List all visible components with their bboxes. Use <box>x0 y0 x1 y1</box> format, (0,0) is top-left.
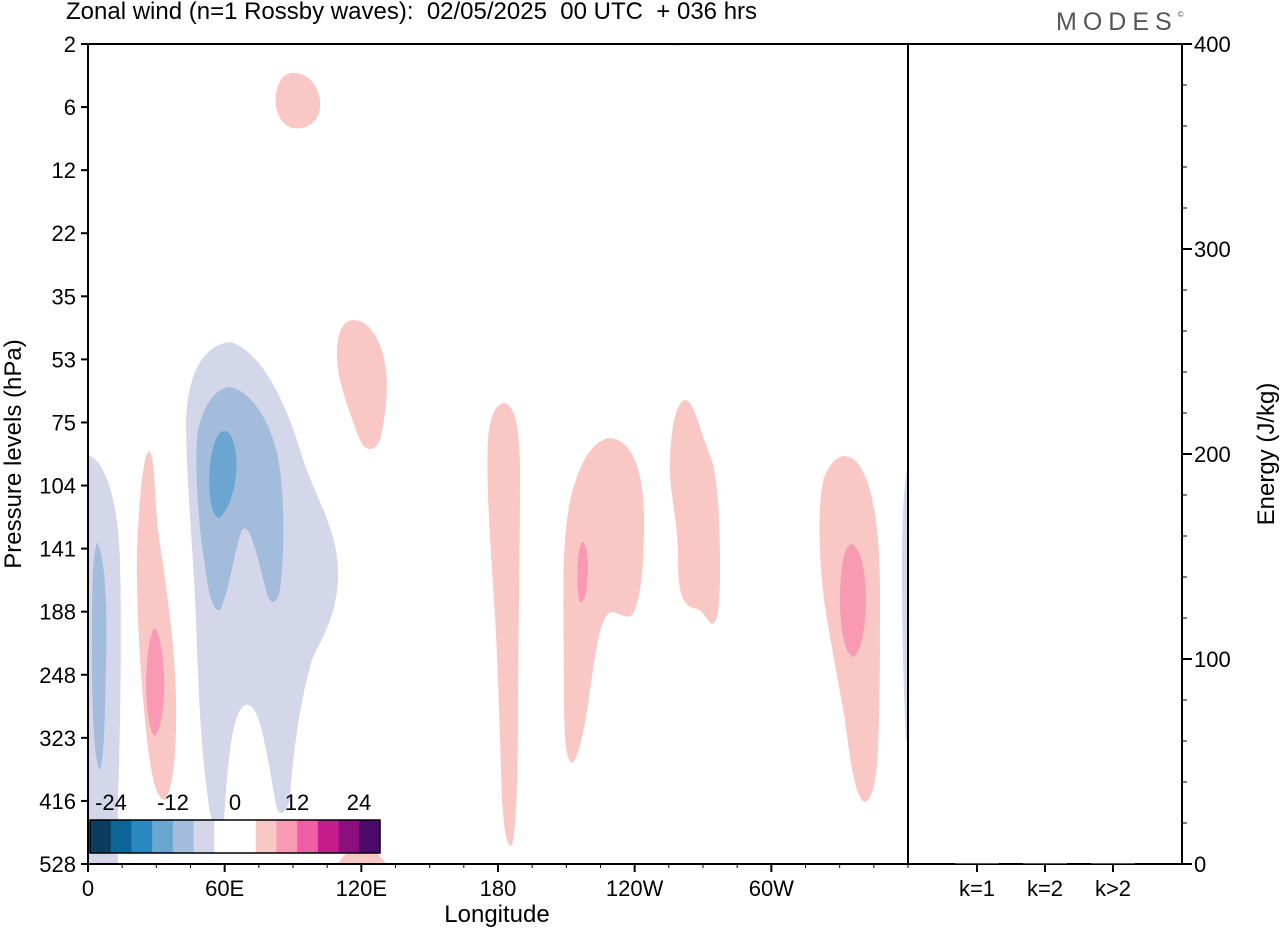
colorbar: -24 -12 0 12 24 <box>89 790 381 854</box>
colorbar-label: -12 <box>157 790 189 815</box>
colorbar-swatch <box>235 820 257 853</box>
colorbar-swatch <box>214 820 236 853</box>
colorbar-swatch <box>297 820 319 853</box>
colorbar-swatch <box>131 820 153 853</box>
contour-pos-mid-150w <box>577 541 588 603</box>
contour-pos-light-6hpa <box>275 72 321 129</box>
y-tick-label: 2 <box>64 32 76 57</box>
y-axis-title: Pressure levels (hPa) <box>0 339 27 568</box>
colorbar-swatch <box>338 820 360 853</box>
contour-pos-light-180 <box>487 403 520 846</box>
colorbar-label: 24 <box>347 790 371 815</box>
y-tick-label: 22 <box>52 221 76 246</box>
energy-bar <box>1023 863 1067 864</box>
colorbar-swatch <box>110 820 132 853</box>
chart-title: Zonal wind (n=1 Rossby waves): 02/05/202… <box>66 0 758 25</box>
energy-category-label: k=1 <box>959 876 995 901</box>
energy-category-label: k=2 <box>1027 876 1063 901</box>
y-tick-label: 6 <box>64 95 76 120</box>
colorbar-swatch <box>255 820 277 853</box>
y-tick-label: 141 <box>39 537 76 562</box>
x-tick-label: 120E <box>336 876 387 901</box>
y-tick-label: 188 <box>39 600 76 625</box>
energy-tick-label: 200 <box>1194 442 1231 467</box>
contour-neg-mid-west <box>92 543 107 770</box>
colorbar-label: -24 <box>95 790 127 815</box>
y-tick-label: 53 <box>52 347 76 372</box>
y-tick-label: 323 <box>39 726 76 751</box>
y-tick-label: 35 <box>52 284 76 309</box>
energy-tick-label: 100 <box>1194 647 1231 672</box>
colorbar-swatch <box>172 820 195 853</box>
colorbar-frame <box>89 819 381 854</box>
energy-tick-label: 300 <box>1194 237 1231 262</box>
contour-field <box>88 44 908 864</box>
contour-neg-light-east <box>902 465 908 742</box>
colorbar-swatch <box>193 820 215 853</box>
colorbar-label: 12 <box>285 790 309 815</box>
x-tick-label: 60E <box>205 876 244 901</box>
logo-text: MODES <box>1056 8 1178 36</box>
colorbar-swatch <box>276 820 298 853</box>
y-tick-label: 416 <box>39 789 76 814</box>
logo-mark: © <box>1177 10 1184 19</box>
energy-panel-frame <box>907 43 1183 865</box>
y-tick-label: 75 <box>52 410 76 435</box>
y-tick-label: 528 <box>39 852 76 877</box>
y-tick-label: 104 <box>39 474 76 499</box>
colorbar-swatch <box>90 820 112 853</box>
x-axis-title: Longitude <box>444 901 549 928</box>
y-tick-label: 12 <box>52 158 76 183</box>
x-tick-label: 180 <box>480 876 517 901</box>
energy-axis: 0 100 200 300 400 <box>1182 32 1231 877</box>
x-axis: 0 60E 120E 180 120W 60W <box>82 864 909 901</box>
colorbar-label: 0 <box>229 790 241 815</box>
contour-neg-dark-60e <box>209 430 237 518</box>
energy-bar <box>1091 863 1135 864</box>
x-tick-label: 0 <box>82 876 94 901</box>
energy-axis-title: Energy (J/kg) <box>1253 383 1280 526</box>
contour-pos-mid-20w <box>840 544 866 657</box>
energy-category-label: k>2 <box>1095 876 1131 901</box>
energy-bars: k=1 k=2 k>2 <box>955 862 1135 901</box>
energy-tick-label: 400 <box>1194 32 1231 57</box>
contour-pos-light-120e <box>336 320 387 449</box>
x-tick-label: 120W <box>606 876 664 901</box>
contour-pos-light-30e <box>136 451 177 800</box>
energy-bar <box>955 862 999 864</box>
x-tick-label: 60W <box>749 876 794 901</box>
y-tick-label: 248 <box>39 663 76 688</box>
modes-logo: MODES© <box>1056 8 1184 37</box>
contour-pos-light-150w <box>563 438 644 763</box>
contour-pos-light-130w <box>670 400 720 624</box>
colorbar-swatch <box>317 820 340 853</box>
y-axis: 2 6 12 22 35 53 75 104 141 188 248 323 416 528 <box>39 32 88 877</box>
colorbar-swatch <box>359 820 381 853</box>
contour-pos-mid-30e <box>146 628 165 736</box>
colorbar-swatch <box>152 820 174 853</box>
energy-tick-label: 0 <box>1194 852 1206 877</box>
